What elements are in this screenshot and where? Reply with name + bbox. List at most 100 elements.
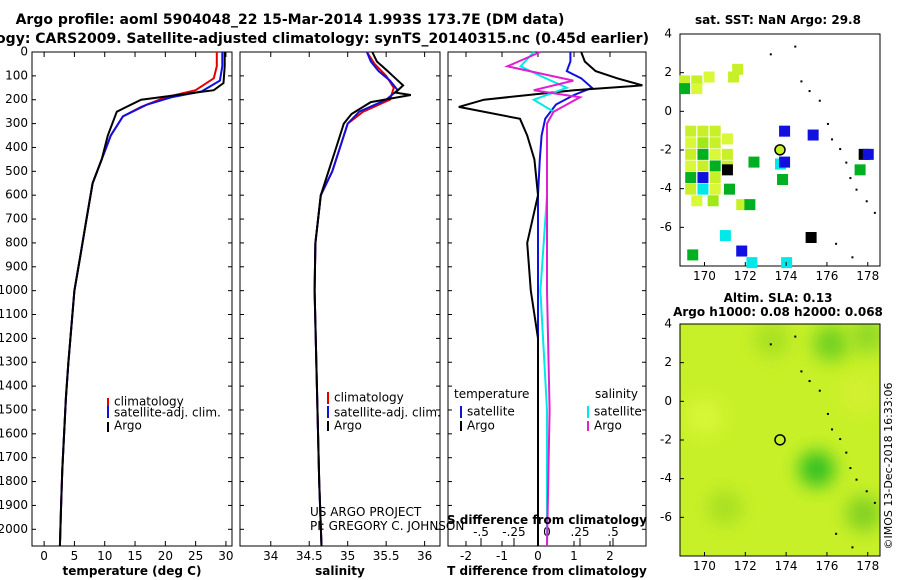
series-satellite xyxy=(313,51,400,547)
lat-tick-label: -2 xyxy=(660,433,672,447)
lat-tick-label: 0 xyxy=(664,394,672,408)
depth-tick-label: 600 xyxy=(5,188,28,202)
depth-tick-label: 1600 xyxy=(0,426,28,440)
island-mark xyxy=(800,370,803,373)
depth-tick-label: 300 xyxy=(5,116,28,130)
series-argo xyxy=(58,52,226,547)
sla-anomaly-blob xyxy=(849,324,880,354)
sla-anomaly-blob xyxy=(841,375,878,412)
legend-diff-s-satellite-label: satellite xyxy=(594,405,642,419)
island-mark xyxy=(851,256,854,259)
sst-map-title: sat. SST: NaN Argo: 29.8 xyxy=(695,13,861,27)
depth-tick-label: 500 xyxy=(5,164,28,178)
island-mark xyxy=(849,177,852,180)
depth-tick-label: 1900 xyxy=(0,498,28,512)
imos-stamp: ©IMOS 13-Dec-2018 16:33:06 xyxy=(882,383,895,550)
sst-cell xyxy=(709,148,721,160)
sst-cell xyxy=(697,148,709,160)
x-tick-label: 2 xyxy=(606,549,614,563)
lat-tick-label: -6 xyxy=(660,220,672,234)
lon-tick-label: 170 xyxy=(693,269,716,283)
lon-tick-label: 172 xyxy=(734,269,757,283)
temperature-plot-frame xyxy=(31,51,233,547)
legend-satellite-label: satellite-adj. clim. xyxy=(334,406,441,420)
island-mark xyxy=(839,148,842,151)
x-tick-label: 34.5 xyxy=(296,549,323,563)
title-line-1: Argo profile: aoml 5904048_22 15-Mar-201… xyxy=(16,12,565,28)
sst-cell xyxy=(723,183,735,195)
sla-anomaly-blob xyxy=(845,495,880,532)
sst-cell xyxy=(691,195,703,207)
island-mark xyxy=(845,161,848,164)
island-mark xyxy=(831,138,834,141)
sst-cell xyxy=(779,125,791,137)
sla-anomaly-blob xyxy=(753,324,790,358)
legend-main-temperature: climatology satellite-adj. clim. Argo xyxy=(107,395,221,433)
legend-satellite-label: satellite-adj. clim. xyxy=(114,406,221,420)
sst-cell xyxy=(709,183,721,195)
x-tick-label: 30 xyxy=(218,549,233,563)
island-mark xyxy=(808,90,811,93)
sst-cell xyxy=(807,129,819,141)
temperature-panel: 0100200300400500600700800900100011001200… xyxy=(0,45,234,579)
s-tick-label: -.25 xyxy=(502,525,525,539)
depth-tick-label: 2000 xyxy=(0,522,28,536)
sst-cell xyxy=(779,156,791,168)
x-tick-label: 0 xyxy=(40,549,48,563)
difference-panel: -2 -1 0 1 2-.5 -.25 0.25.5 T difference from c… xyxy=(447,51,647,578)
sst-cell xyxy=(736,199,748,211)
depth-tick-label: 800 xyxy=(5,235,28,249)
island-mark xyxy=(855,188,858,191)
island-mark xyxy=(873,211,876,214)
depth-tick-label: 1300 xyxy=(0,355,28,369)
sst-cell xyxy=(691,83,703,95)
sst-cell xyxy=(685,172,697,184)
island-mark xyxy=(769,343,772,346)
sst-cell xyxy=(707,195,719,207)
sst-cell xyxy=(709,172,721,184)
island-mark xyxy=(865,490,868,493)
sst-cell xyxy=(685,183,697,195)
depth-tick-label: 1800 xyxy=(0,474,28,488)
depth-tick-label: 1200 xyxy=(0,331,28,345)
series-climatology xyxy=(313,51,395,547)
x-tick-label: 1 xyxy=(570,549,578,563)
sla-map-title-1: Altim. SLA: 0.13 xyxy=(724,291,833,305)
sst-cell xyxy=(721,133,733,145)
sst-cell xyxy=(697,125,709,137)
x-tick-label: 5 xyxy=(71,549,79,563)
x-tick-label: 20 xyxy=(158,549,173,563)
depth-tick-label: 1700 xyxy=(0,450,28,464)
sst-cell xyxy=(854,164,866,176)
x-tick-label: 25 xyxy=(188,549,203,563)
island-mark xyxy=(839,438,842,441)
sst-cell xyxy=(732,63,744,75)
argo-position-marker xyxy=(774,144,786,156)
series-satellite xyxy=(58,52,224,547)
sla-map-panel: Altim. SLA: 0.13 Argo h1000: 0.08 h2000:… xyxy=(660,291,883,573)
legend-climatology-label: climatology xyxy=(334,391,404,405)
sst-cell xyxy=(703,71,715,83)
legend-argo-label: Argo xyxy=(114,419,142,433)
sla-anomaly-blob xyxy=(706,489,743,526)
sst-cell xyxy=(862,148,874,160)
lat-tick-label: 2 xyxy=(664,355,672,369)
legend-diff-salinity: salinity xyxy=(595,387,638,401)
island-mark xyxy=(826,412,829,415)
lon-tick-label: 172 xyxy=(734,559,757,573)
lat-tick-label: -6 xyxy=(660,510,672,524)
series-climatology xyxy=(58,52,218,547)
legend-argo-label: Argo xyxy=(334,419,362,433)
island-mark xyxy=(873,501,876,504)
lat-tick-label: -2 xyxy=(660,143,672,157)
argo-position-marker xyxy=(774,434,786,446)
x-tick-label: 36 xyxy=(417,549,432,563)
depth-tick-label: 200 xyxy=(5,92,28,106)
sst-cell xyxy=(697,137,709,149)
island-mark xyxy=(769,53,772,56)
salinity-panel: 34 34.5 35 35.5 36 salinity climatology sate… xyxy=(239,51,464,578)
sla-anomaly-blob xyxy=(798,451,835,487)
sst-cell xyxy=(697,160,709,172)
lon-tick-label: 176 xyxy=(815,559,838,573)
